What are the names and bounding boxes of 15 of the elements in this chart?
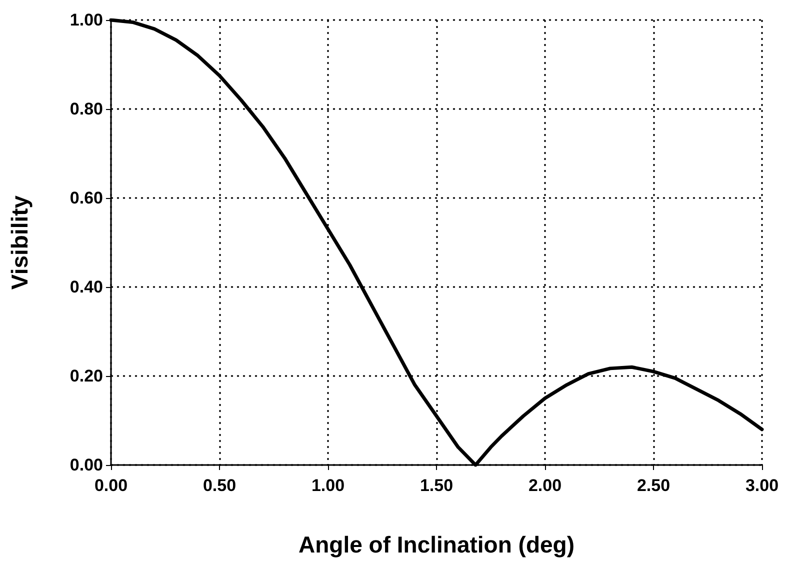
x-tick-label: 2.00 [528, 476, 562, 495]
y-tick-label: 1.00 [70, 10, 103, 30]
x-tick-label: 1.50 [420, 476, 454, 495]
y-tick-label: 0.20 [70, 366, 103, 386]
y-tick-label: 0.00 [70, 456, 103, 474]
y-tick-label: 0.60 [70, 188, 103, 208]
x-tick-label: 0.00 [94, 476, 128, 495]
x-tick-label: 2.50 [636, 476, 670, 495]
x-tick-label: 1.00 [311, 476, 345, 495]
x-axis-title: Angle of Inclination (deg) [298, 532, 574, 558]
y-axis-title: Visibility [6, 195, 32, 290]
x-tick-label: 0.50 [202, 476, 236, 495]
x-tick-label: 3.00 [745, 476, 779, 495]
y-tick-label: 0.80 [70, 100, 103, 118]
y-tick-label: 0.40 [70, 278, 103, 296]
